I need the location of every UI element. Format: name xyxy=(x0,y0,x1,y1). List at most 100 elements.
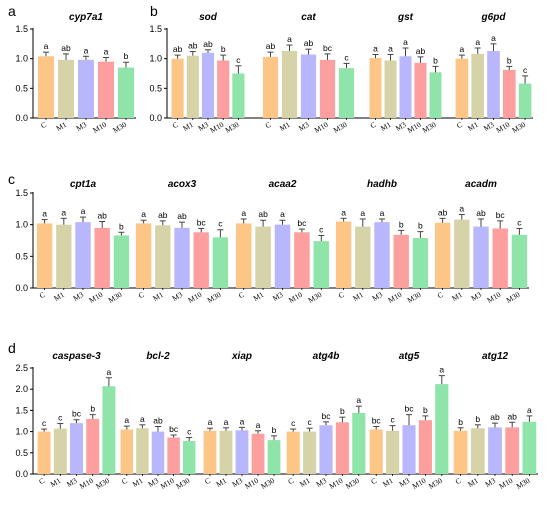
x-tick-label: M30 xyxy=(332,120,349,135)
panel-d: d0.00.51.01.52.02.5caspase-3cCcM1bcM3bM1… xyxy=(8,340,538,491)
significance-letter: a xyxy=(61,207,66,217)
x-tick-label: M10 xyxy=(159,476,176,491)
significance-letter: bc xyxy=(323,43,333,53)
y-tick-label: 0.5 xyxy=(15,251,28,261)
x-tick-label: M10 xyxy=(91,120,108,135)
significance-letter: c xyxy=(291,418,296,428)
x-tick-label: C xyxy=(37,476,46,486)
significance-letter: b xyxy=(458,417,463,427)
significance-letter: a xyxy=(224,417,229,427)
gene-title: hadhb xyxy=(367,179,397,190)
x-tick-label: M1 xyxy=(181,120,195,133)
x-tick-label: M10 xyxy=(495,120,512,135)
bar-C xyxy=(369,429,383,474)
gene-title: atg4b xyxy=(313,351,340,362)
significance-letter: a xyxy=(287,34,292,44)
bar-M10 xyxy=(319,59,336,118)
significance-letter: a xyxy=(107,367,112,377)
bar-M3 xyxy=(399,56,412,118)
bar-M1 xyxy=(155,225,171,288)
bar-M3 xyxy=(201,52,215,118)
bar-M3 xyxy=(487,50,500,118)
significance-letter: b xyxy=(90,404,95,414)
significance-letter: a xyxy=(491,33,496,43)
bar-M1 xyxy=(281,50,298,118)
y-tick-label: 0.0 xyxy=(15,469,28,479)
gene-title: sod xyxy=(199,12,218,23)
gene-group-atg5: atg5 bc Cc M1 bc M3 b M10 a M30 xyxy=(369,351,449,491)
gene-title: atg5 xyxy=(399,351,420,362)
x-tick-label: M3 xyxy=(482,120,496,133)
x-tick-label: M10 xyxy=(78,476,95,491)
significance-letter: ab xyxy=(438,207,448,217)
x-tick-label: M30 xyxy=(421,120,438,135)
y-tick-label: 1.0 xyxy=(15,220,28,230)
bar-M1 xyxy=(136,428,149,474)
gene-group-cat: cat ab Ca M1 ab M3 bc M10 c M30 xyxy=(262,12,355,135)
panel-a: a 0.0 0.5 1.0 1.5 cyp7a1 a Cab M1 a M3 a M10 b M30 xyxy=(8,3,136,135)
y-tick-label: 0.0 xyxy=(15,113,28,123)
gene-title: caspase-3 xyxy=(52,351,101,362)
x-tick-label: M1 xyxy=(278,120,292,133)
x-tick-label: M1 xyxy=(151,290,165,303)
significance-letter: a xyxy=(356,395,361,405)
significance-letter: bc xyxy=(72,409,82,419)
bar-M30 xyxy=(435,384,449,474)
significance-letter: a xyxy=(459,204,464,214)
significance-letter: b xyxy=(418,221,423,231)
x-tick-label: M10 xyxy=(313,120,330,135)
significance-letter: ab xyxy=(61,43,71,53)
gene-group-acaa2: acaa2 a Cab M1 a M3 bc M10 c M30 xyxy=(235,179,330,305)
y-tick-label: 1.5 xyxy=(149,24,162,34)
x-tick-label: C xyxy=(264,120,273,130)
bar-M3 xyxy=(235,430,249,474)
significance-letter: ab xyxy=(158,210,168,220)
x-tick-label: M30 xyxy=(174,476,191,491)
gene-title: bcl-2 xyxy=(146,351,170,362)
bar-M10 xyxy=(86,418,100,474)
x-tick-label: C xyxy=(455,120,464,130)
y-tick-label: 0.0 xyxy=(15,283,28,293)
significance-letter: b xyxy=(340,406,345,416)
bar-M3 xyxy=(473,226,489,288)
significance-letter: bc xyxy=(297,218,307,228)
significance-letter: a xyxy=(527,405,532,415)
y-tick-label: 2.5 xyxy=(15,363,28,373)
gene-group-caspase-3: caspase-3 c Cc M1 bc M3 b M10 a M30 xyxy=(37,351,116,491)
bar-M10 xyxy=(492,228,508,288)
bar-M3 xyxy=(319,425,333,474)
significance-letter: b xyxy=(433,55,438,65)
bar-M30 xyxy=(113,235,130,288)
bar-C xyxy=(262,56,279,118)
panel-letter: c xyxy=(8,171,15,187)
x-tick-label: M10 xyxy=(411,476,428,491)
significance-letter: c xyxy=(523,65,528,75)
x-tick-label: M30 xyxy=(107,290,124,305)
bar-M1 xyxy=(454,219,470,288)
bar-M3 xyxy=(300,54,317,118)
gene-title: acaa2 xyxy=(269,179,297,190)
significance-letter: a xyxy=(380,208,385,218)
x-tick-label: C xyxy=(171,120,180,130)
bar-M10 xyxy=(98,61,114,118)
significance-letter: a xyxy=(388,44,393,54)
bar-M10 xyxy=(418,420,432,474)
x-tick-label: C xyxy=(337,290,346,300)
x-tick-label: C xyxy=(286,476,295,486)
bar-C xyxy=(434,222,451,288)
significance-letter: a xyxy=(104,46,109,56)
x-tick-label: M3 xyxy=(74,120,88,133)
bar-C xyxy=(38,56,54,118)
significance-letter: c xyxy=(517,217,522,227)
bar-M10 xyxy=(414,62,427,118)
y-tick-label: 2.0 xyxy=(15,384,28,394)
bar-C xyxy=(335,221,352,288)
gene-title: acadm xyxy=(465,179,497,190)
significance-letter: b xyxy=(423,405,428,415)
significance-letter: b xyxy=(399,219,404,229)
x-tick-label: C xyxy=(120,476,129,486)
significance-letter: a xyxy=(208,417,213,427)
x-tick-label: M30 xyxy=(406,290,423,305)
